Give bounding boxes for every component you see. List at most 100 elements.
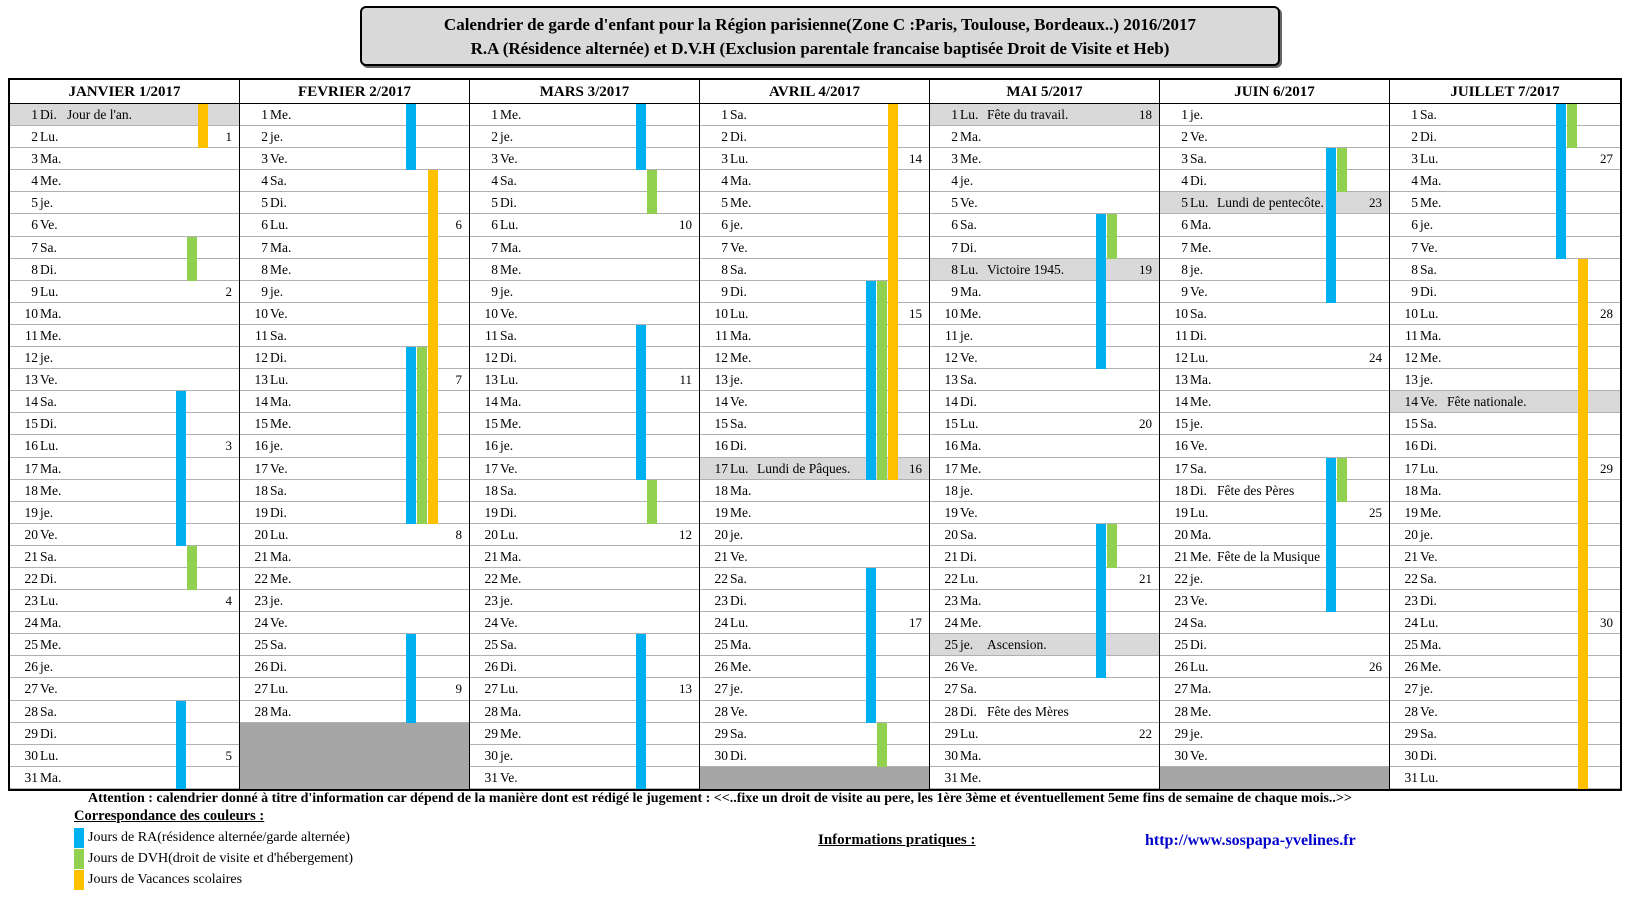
- ra-day-marker: [1556, 148, 1566, 171]
- day-row: 16 je.: [470, 435, 699, 458]
- vac-day-marker: [198, 104, 208, 127]
- vac-day-marker: [428, 236, 438, 259]
- day-row: 29 Lu. 22: [930, 723, 1159, 745]
- day-number: 1: [261, 107, 268, 122]
- ra-day-marker: [406, 148, 416, 171]
- day-name: je.: [730, 681, 744, 697]
- day-name: je.: [500, 129, 514, 145]
- day-row: 19 Me.: [700, 502, 929, 524]
- day-number: 13: [714, 372, 729, 388]
- day-name: Me.: [730, 504, 752, 520]
- day-row: 22 Me.: [470, 568, 699, 591]
- vac-day-marker: [198, 126, 208, 149]
- day-row: 29 Me.: [470, 722, 699, 745]
- day-name: Me.: [1190, 239, 1212, 255]
- day-name: Me.: [500, 261, 522, 277]
- day-number: 23: [1174, 593, 1189, 609]
- site-link[interactable]: http://www.sospapa-yvelines.fr: [1145, 832, 1356, 849]
- ra-day-marker: [406, 435, 416, 458]
- ra-day-marker: [866, 634, 876, 657]
- day-row: 11 Ma.: [700, 324, 929, 348]
- ra-day-marker: [636, 722, 646, 745]
- day-number: 12: [1404, 350, 1419, 366]
- day-row: 2 je.: [470, 126, 699, 149]
- ra-day-marker: [1326, 457, 1336, 480]
- day-number: 15: [1404, 416, 1419, 432]
- day-name: Di.: [1190, 327, 1207, 343]
- ra-day-marker: [866, 347, 876, 370]
- day-number: 18: [1404, 482, 1419, 498]
- day-name: Lu.: [960, 725, 979, 741]
- day-row: 31 Ma.: [10, 766, 239, 789]
- day-name: Ma.: [1420, 173, 1442, 189]
- ra-day-marker: [636, 766, 646, 789]
- week-number: 17: [909, 615, 922, 631]
- day-number: 31: [1404, 769, 1419, 785]
- dvh-day-marker: [417, 391, 427, 414]
- day-name: je.: [1190, 107, 1204, 122]
- day-name: Ma.: [730, 327, 752, 343]
- day-name: Ma.: [1190, 526, 1212, 542]
- day-row: 24 Lu. 30: [1390, 612, 1620, 635]
- day-name: Di.: [1420, 747, 1437, 763]
- day-row: 6 je.: [1390, 214, 1620, 237]
- day-number: 24: [484, 615, 499, 631]
- day-number: 22: [1174, 570, 1189, 586]
- day-number: 17: [1404, 460, 1419, 476]
- day-name: Ve.: [1190, 593, 1208, 609]
- day-number: 9: [491, 283, 498, 299]
- day-name: Sa.: [730, 107, 747, 122]
- day-row: 24 Ve.: [470, 612, 699, 635]
- vac-day-marker: [428, 457, 438, 480]
- vac-day-marker: [428, 302, 438, 325]
- day-name: Ve.: [40, 217, 58, 233]
- day-name: Di.: [730, 438, 747, 454]
- day-number: 19: [254, 504, 269, 520]
- day-number: 21: [944, 548, 959, 564]
- ra-day-marker: [1326, 148, 1336, 171]
- dvh-day-marker: [647, 501, 657, 524]
- day-number: 28: [254, 703, 269, 719]
- calendar-title-box: Calendrier de garde d'enfant pour la Rég…: [360, 6, 1280, 66]
- day-name: je.: [960, 637, 974, 653]
- ra-day-marker: [406, 634, 416, 657]
- day-row: 23 Ma.: [930, 590, 1159, 613]
- dvh-day-marker: [1107, 545, 1117, 568]
- week-number: 1: [225, 129, 233, 145]
- day-row: 6 Sa.: [930, 214, 1159, 237]
- day-row: 15 Lu. 20: [930, 413, 1159, 436]
- dvh-day-marker: [877, 435, 887, 458]
- month-column: MAI 5/2017 1 Lu. Fête du travail. 18 2 Ma. 3 Me.…: [930, 80, 1160, 789]
- ra-day-marker: [636, 413, 646, 436]
- day-name: je.: [40, 350, 54, 366]
- day-name: Sa.: [730, 725, 747, 741]
- vac-day-marker: [428, 391, 438, 414]
- dvh-day-marker: [1567, 126, 1577, 149]
- ra-day-marker: [176, 479, 186, 502]
- ra-day-marker: [636, 369, 646, 392]
- ra-day-marker: [1326, 236, 1336, 259]
- day-number: 4: [721, 173, 728, 189]
- day-row: 3 Sa.: [1160, 148, 1389, 171]
- day-number: 17: [944, 460, 959, 476]
- day-row: 31 Lu.: [1390, 766, 1620, 789]
- ra-day-marker: [636, 391, 646, 414]
- day-name: je.: [500, 283, 514, 299]
- day-row: 25 Ma.: [1390, 634, 1620, 657]
- day-row: 26 Me.: [1390, 656, 1620, 679]
- day-name: Di.: [500, 350, 517, 366]
- day-name: Sa.: [500, 637, 517, 653]
- month-column: AVRIL 4/2017 1 Sa. 2 Di. 3 Lu. 14 4 Ma. 5 Me. 6 je. 7 V…: [700, 80, 930, 789]
- day-name: Lu.: [1190, 659, 1209, 675]
- day-number: 6: [1181, 217, 1188, 233]
- week-number: 29: [1600, 460, 1613, 476]
- vac-day-marker: [428, 501, 438, 524]
- day-row: 13 je.: [700, 369, 929, 392]
- day-name: Lu.: [270, 681, 289, 697]
- day-number: 9: [1181, 283, 1188, 299]
- day-number: 10: [254, 305, 269, 321]
- day-number: 23: [484, 593, 499, 609]
- day-name: Ma.: [270, 239, 292, 255]
- week-number: 30: [1600, 615, 1613, 631]
- day-number: 13: [944, 372, 959, 388]
